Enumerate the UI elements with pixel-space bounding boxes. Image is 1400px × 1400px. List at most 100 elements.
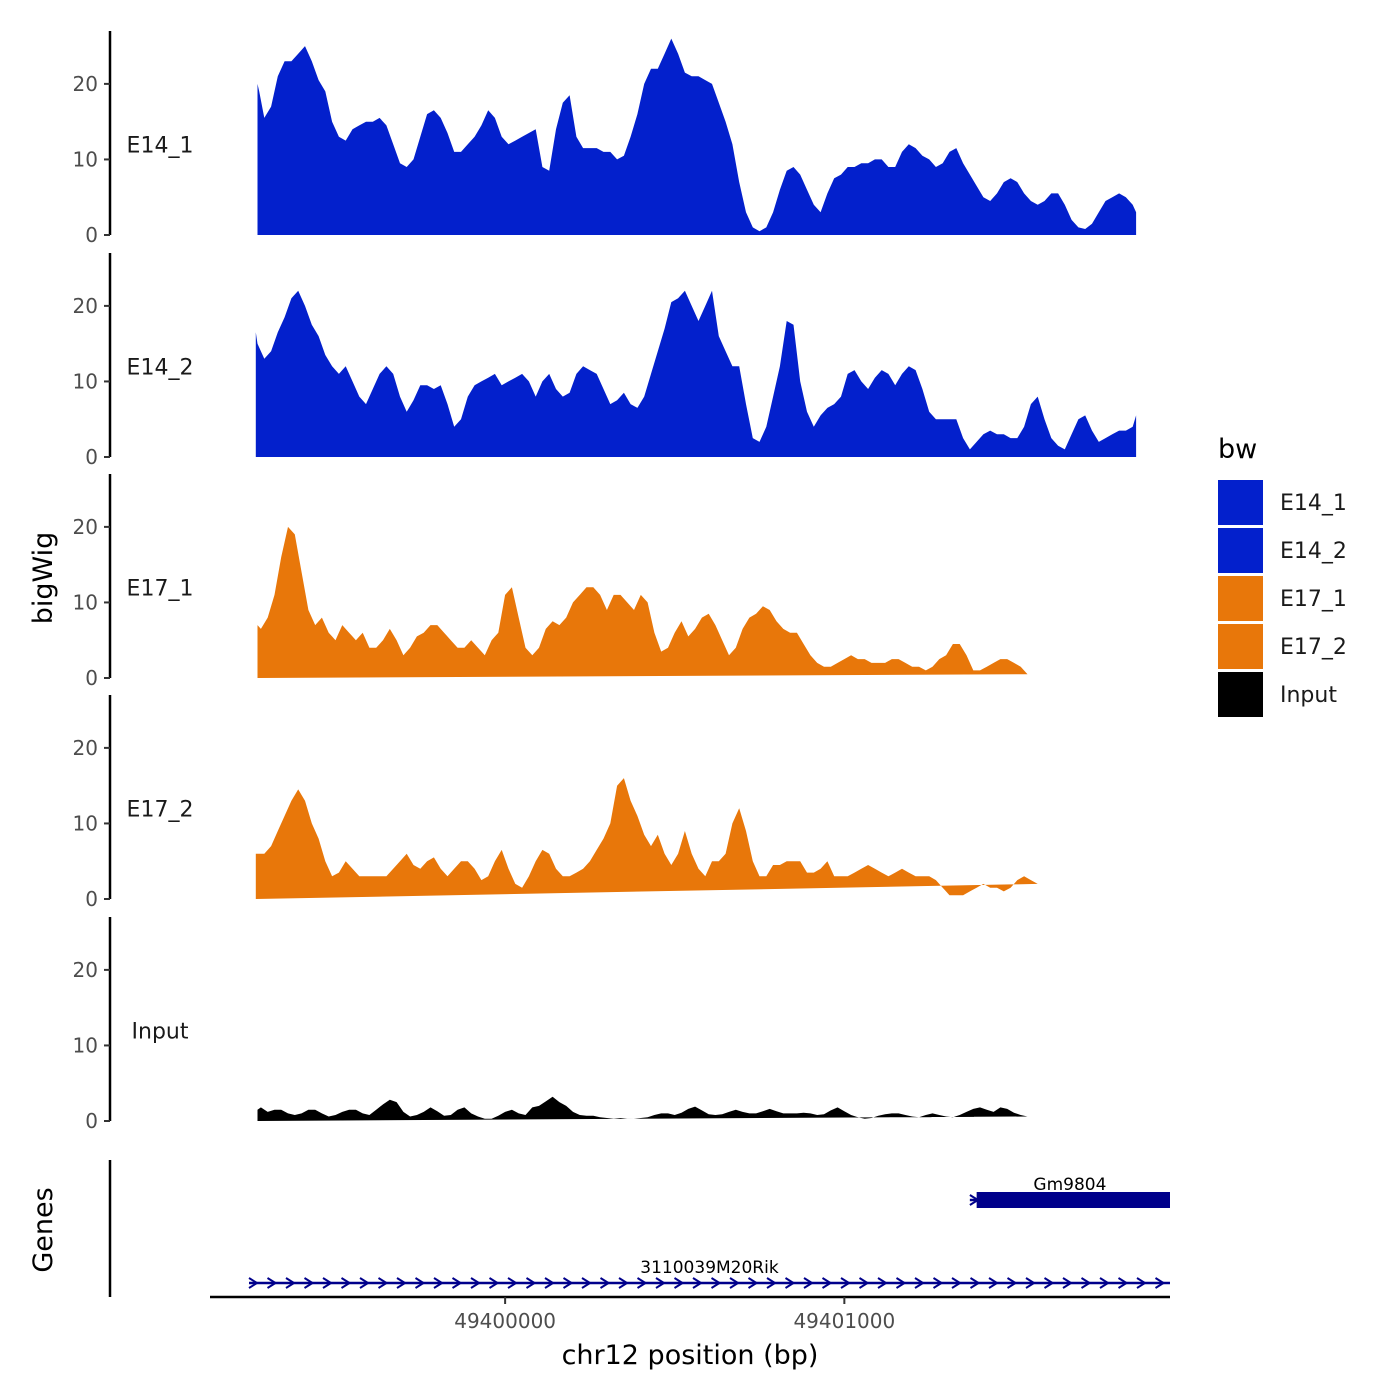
track-label: E14_1 <box>127 133 194 158</box>
y-tick-label: 0 <box>85 666 98 690</box>
track-label: Input <box>132 1019 189 1044</box>
strand-arrow-icon <box>1117 1277 1129 1289</box>
y-tick-label: 0 <box>85 1109 98 1133</box>
gene-exon <box>976 1192 1170 1208</box>
signal-area-E17_2 <box>255 778 1038 899</box>
y-tick-label: 20 <box>73 294 98 318</box>
legend-swatch-Input <box>1218 672 1263 717</box>
signal-area-E14_2 <box>255 290 1137 457</box>
genes-track: 3110039M20Rik Gm9804 <box>108 1160 1170 1297</box>
strand-arrow-icon <box>544 1277 555 1289</box>
track-E14_1: 0 10 20 E14_1 <box>73 31 1137 247</box>
legend-swatch-E17_2 <box>1218 624 1263 669</box>
genes-axis-title: Genes <box>28 1187 59 1272</box>
strand-arrow-icon <box>507 1277 518 1289</box>
strand-arrow-icon <box>1080 1277 1092 1289</box>
gene-label: Gm9804 <box>1033 1175 1106 1195</box>
strand-arrow-icon <box>285 1277 296 1289</box>
y-axis-title: bigWig <box>28 532 59 625</box>
strand-arrow-icon <box>747 1277 759 1289</box>
strand-arrow-icon <box>1154 1277 1166 1289</box>
legend: bw E14_1 E14_2 E17_1 E17_2 Input <box>1218 434 1347 717</box>
strand-arrow-icon <box>414 1277 426 1289</box>
strand-arrow-icon <box>396 1277 407 1289</box>
strand-arrow-icon <box>969 1277 981 1289</box>
signal-area-E14_1 <box>257 38 1137 235</box>
strand-arrow-icon <box>1043 1277 1055 1289</box>
legend-label-Input: Input <box>1280 683 1337 708</box>
gene-3110039M20Rik: 3110039M20Rik <box>248 1258 1170 1289</box>
strand-arrow-icon <box>636 1277 648 1289</box>
y-tick-label: 10 <box>73 1033 98 1057</box>
strand-arrow-icon <box>951 1277 962 1289</box>
strand-arrow-icon <box>821 1277 833 1289</box>
strand-arrow-icon <box>1062 1277 1073 1289</box>
strand-arrow-icon <box>692 1277 703 1289</box>
strand-arrow-icon <box>729 1277 740 1289</box>
y-tick-label: 20 <box>73 72 98 96</box>
x-axis: 49400000 49401000 <box>210 1295 1170 1333</box>
strand-arrow-icon <box>895 1277 907 1289</box>
strand-arrow-icon <box>877 1277 888 1289</box>
strand-arrow-icon <box>581 1277 592 1289</box>
strand-arrow-icon <box>248 1277 259 1289</box>
strand-arrow-icon <box>470 1277 481 1289</box>
track-Input: 0 10 20 Input <box>73 917 1028 1133</box>
strand-arrow-icon <box>1006 1277 1018 1289</box>
gene-label: 3110039M20Rik <box>640 1258 779 1278</box>
strand-arrow-icon <box>433 1277 444 1289</box>
signal-tracks: 0 10 20 E14_1 0 10 20 E14_2 0 10 20 E17_1 0 10 20 E17_2… <box>73 31 1137 1133</box>
strand-arrow-icon <box>525 1277 537 1289</box>
y-tick-label: 10 <box>73 590 98 614</box>
strand-arrow-icon <box>1024 1194 1036 1206</box>
y-tick-label: 0 <box>85 445 98 469</box>
strand-arrow-icon <box>377 1277 389 1289</box>
strand-arrow-icon <box>914 1277 925 1289</box>
track-E17_2: 0 10 20 E17_2 <box>73 695 1038 911</box>
y-tick-label: 10 <box>73 369 98 393</box>
signal-area-Input <box>257 1096 1028 1121</box>
strand-arrow-icon <box>322 1277 333 1289</box>
track-E14_2: 0 10 20 E14_2 <box>73 253 1137 469</box>
strand-arrow-icon <box>803 1277 814 1289</box>
strand-arrow-icon <box>1136 1277 1147 1289</box>
strand-arrow-icon <box>599 1277 611 1289</box>
strand-arrow-icon <box>266 1277 278 1289</box>
track-label: E17_2 <box>127 797 194 822</box>
track-label: E14_2 <box>127 355 194 380</box>
signal-area-E17_1 <box>257 526 1028 678</box>
x-tick-label: 49401000 <box>793 1309 895 1333</box>
y-tick-label: 20 <box>73 515 98 539</box>
strand-arrow-icon <box>784 1277 796 1289</box>
y-tick-label: 20 <box>73 736 98 760</box>
strand-arrow-icon <box>1154 1194 1165 1206</box>
legend-label-E14_2: E14_2 <box>1280 539 1347 564</box>
strand-arrow-icon <box>1135 1194 1147 1206</box>
x-tick-label: 49400000 <box>454 1309 556 1333</box>
legend-swatch-E17_1 <box>1218 576 1263 621</box>
gene-Gm9804: Gm9804 <box>969 1175 1170 1208</box>
strand-arrow-icon <box>1006 1194 1017 1206</box>
strand-arrow-icon <box>710 1277 722 1289</box>
y-tick-label: 10 <box>73 147 98 171</box>
strand-arrow-icon <box>1043 1194 1054 1206</box>
strand-arrow-icon <box>562 1277 574 1289</box>
strand-arrow-icon <box>969 1194 980 1206</box>
strand-arrow-icon <box>359 1277 370 1289</box>
strand-arrow-icon <box>766 1277 777 1289</box>
strand-arrow-icon <box>840 1277 851 1289</box>
strand-arrow-icon <box>655 1277 666 1289</box>
legend-label-E17_1: E17_1 <box>1280 587 1347 612</box>
track-label: E17_1 <box>127 576 194 601</box>
strand-arrow-icon <box>988 1277 999 1289</box>
strand-arrow-icon <box>1117 1194 1128 1206</box>
y-tick-label: 0 <box>85 223 98 247</box>
strand-arrow-icon <box>987 1194 999 1206</box>
strand-arrow-icon <box>340 1277 352 1289</box>
strand-arrow-icon <box>303 1277 315 1289</box>
legend-title: bw <box>1218 434 1257 465</box>
strand-arrow-icon <box>1080 1194 1091 1206</box>
y-tick-label: 0 <box>85 887 98 911</box>
y-tick-label: 20 <box>73 958 98 982</box>
